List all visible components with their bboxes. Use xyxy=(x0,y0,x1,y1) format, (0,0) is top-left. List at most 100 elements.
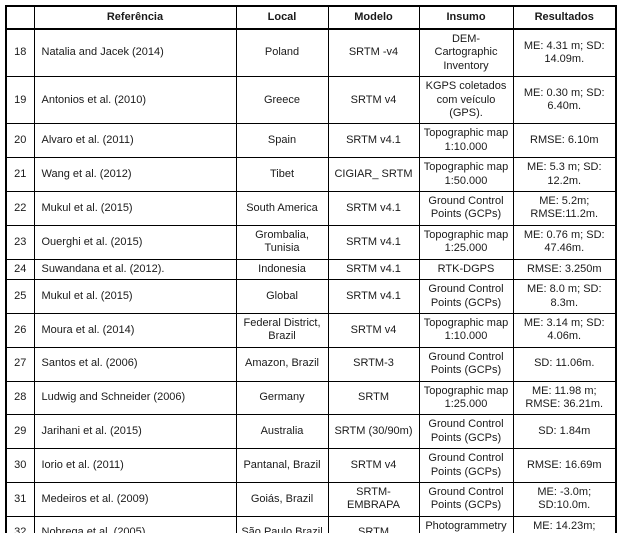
cell-modelo: SRTM v4 xyxy=(327,448,420,483)
cell-row-number: 25 xyxy=(5,279,35,314)
table-row: 21 Wang et al. (2012) Tibet CIGIAR_ SRTM… xyxy=(5,157,617,193)
cell-row-number: 32 xyxy=(5,515,35,533)
table-row: 24 Suwandana et al. (2012). Indonesia SR… xyxy=(5,258,617,281)
table-row: 30 Iorio et al. (2011) Pantanal, Brazil … xyxy=(5,448,617,483)
cell-local: Greece xyxy=(235,76,329,125)
cell-resultados: ME: 11.98 m; RMSE: 36.21m. xyxy=(512,380,617,416)
cell-resultados: SD: 1.84m xyxy=(512,414,617,450)
cell-resultados: ME: 0.30 m; SD: 6.40m. xyxy=(512,76,617,125)
table-header-row: Referência Local Modelo Insumo Resultado… xyxy=(5,5,617,30)
cell-local: Pantanal, Brazil xyxy=(235,448,329,483)
cell-modelo: SRTM xyxy=(327,380,420,416)
cell-row-number: 26 xyxy=(5,312,35,348)
cell-insumo: Topographic map 1:50.000 xyxy=(418,157,514,193)
cell-row-number: 19 xyxy=(5,76,35,125)
cell-insumo: Ground Control Points (GCPs) xyxy=(418,346,514,382)
results-table: Referência Local Modelo Insumo Resultado… xyxy=(5,5,617,533)
cell-referencia: Jarihani et al. (2015) xyxy=(33,414,237,450)
cell-referencia: Mukul et al. (2015) xyxy=(33,279,237,314)
cell-insumo: Ground Control Points (GCPs) xyxy=(418,414,514,450)
cell-row-number: 23 xyxy=(5,224,35,260)
table-row: 23 Ouerghi et al. (2015) Grombalia, Tuni… xyxy=(5,224,617,260)
cell-row-number: 31 xyxy=(5,481,35,517)
cell-insumo: Topographic map 1:10.000 xyxy=(418,312,514,348)
cell-referencia: Santos et al. (2006) xyxy=(33,346,237,382)
cell-resultados: ME: 4.31 m; SD: 14.09m. xyxy=(512,28,617,78)
cell-insumo: KGPS coletados com veículo (GPS). xyxy=(418,76,514,125)
cell-referencia: Antonios et al. (2010) xyxy=(33,76,237,125)
cell-modelo: SRTM xyxy=(327,515,420,533)
cell-resultados: ME: 8.0 m; SD: 8.3m. xyxy=(512,279,617,314)
cell-modelo: SRTM (30/90m) xyxy=(327,414,420,450)
table-row: 20 Alvaro et al. (2011) Spain SRTM v4.1 … xyxy=(5,123,617,159)
cell-local: Indonesia xyxy=(235,258,329,281)
cell-referencia: Alvaro et al. (2011) xyxy=(33,123,237,159)
cell-resultados: RMSE: 6.10m xyxy=(512,123,617,159)
cell-row-number: 29 xyxy=(5,414,35,450)
cell-modelo: SRTM v4.1 xyxy=(327,279,420,314)
cell-referencia: Iorio et al. (2011) xyxy=(33,448,237,483)
cell-row-number: 30 xyxy=(5,448,35,483)
cell-insumo: Photogrammetry 1:8.000 xyxy=(418,515,514,533)
cell-modelo: SRTM v4.1 xyxy=(327,191,420,226)
cell-resultados: ME: -3.0m; SD:10.0m. xyxy=(512,481,617,517)
cell-modelo: SRTM-3 xyxy=(327,346,420,382)
cell-resultados: ME: 5.2m; RMSE:11.2m. xyxy=(512,191,617,226)
cell-referencia: Wang et al. (2012) xyxy=(33,157,237,193)
header-cell-resultados: Resultados xyxy=(512,5,617,30)
cell-modelo: SRTM v4.1 xyxy=(327,224,420,260)
cell-resultados: RMSE: 16.69m xyxy=(512,448,617,483)
cell-row-number: 21 xyxy=(5,157,35,193)
cell-insumo: Topographic map 1:10.000 xyxy=(418,123,514,159)
cell-local: Federal District, Brazil xyxy=(235,312,329,348)
cell-resultados: ME: 0.76 m; SD: 47.46m. xyxy=(512,224,617,260)
header-cell-modelo: Modelo xyxy=(327,5,420,30)
header-cell-insumo: Insumo xyxy=(418,5,514,30)
cell-insumo: Topographic map 1:25.000 xyxy=(418,224,514,260)
cell-referencia: Natalia and Jacek (2014) xyxy=(33,28,237,78)
table-row: 32 Nobrega et al. (2005) São Paulo Brazi… xyxy=(5,515,617,533)
table-row: 18 Natalia and Jacek (2014) Poland SRTM … xyxy=(5,28,617,78)
cell-resultados: RMSE: 3.250m xyxy=(512,258,617,281)
table-row: 19 Antonios et al. (2010) Greece SRTM v4… xyxy=(5,76,617,125)
cell-insumo: Ground Control Points (GCPs) xyxy=(418,448,514,483)
cell-referencia: Medeiros et al. (2009) xyxy=(33,481,237,517)
cell-modelo: SRTM -v4 xyxy=(327,28,420,78)
cell-modelo: SRTM v4.1 xyxy=(327,258,420,281)
table-row: 28 Ludwig and Schneider (2006) Germany S… xyxy=(5,380,617,416)
table-row: 29 Jarihani et al. (2015) Australia SRTM… xyxy=(5,414,617,450)
cell-local: Germany xyxy=(235,380,329,416)
table-row: 22 Mukul et al. (2015) South America SRT… xyxy=(5,191,617,226)
cell-referencia: Moura et al. (2014) xyxy=(33,312,237,348)
cell-local: Poland xyxy=(235,28,329,78)
cell-local: South America xyxy=(235,191,329,226)
cell-insumo: DEM- Cartographic Inventory xyxy=(418,28,514,78)
cell-local: Amazon, Brazil xyxy=(235,346,329,382)
cell-local: Spain xyxy=(235,123,329,159)
cell-local: Australia xyxy=(235,414,329,450)
cell-referencia: Nobrega et al. (2005) xyxy=(33,515,237,533)
cell-referencia: Ouerghi et al. (2015) xyxy=(33,224,237,260)
cell-resultados: ME: 3.14 m; SD: 4.06m. xyxy=(512,312,617,348)
cell-referencia: Ludwig and Schneider (2006) xyxy=(33,380,237,416)
cell-resultados: SD: 11.06m. xyxy=(512,346,617,382)
table-row: 31 Medeiros et al. (2009) Goiás, Brazil … xyxy=(5,481,617,517)
cell-insumo: Topographic map 1:25.000 xyxy=(418,380,514,416)
cell-local: Tibet xyxy=(235,157,329,193)
cell-row-number: 20 xyxy=(5,123,35,159)
cell-insumo: Ground Control Points (GCPs) xyxy=(418,279,514,314)
header-cell-local: Local xyxy=(235,5,329,30)
cell-local: São Paulo Brazil xyxy=(235,515,329,533)
header-cell-num xyxy=(5,5,35,30)
header-cell-referencia: Referência xyxy=(33,5,237,30)
cell-insumo: Ground Control Points (GCPs) xyxy=(418,191,514,226)
cell-local: Goiás, Brazil xyxy=(235,481,329,517)
cell-modelo: SRTM v4 xyxy=(327,76,420,125)
table-row: 26 Moura et al. (2014) Federal District,… xyxy=(5,312,617,348)
cell-insumo: RTK-DGPS xyxy=(418,258,514,281)
cell-row-number: 24 xyxy=(5,258,35,281)
cell-local: Global xyxy=(235,279,329,314)
table-body: 18 Natalia and Jacek (2014) Poland SRTM … xyxy=(5,28,617,533)
table-row: 27 Santos et al. (2006) Amazon, Brazil S… xyxy=(5,346,617,382)
